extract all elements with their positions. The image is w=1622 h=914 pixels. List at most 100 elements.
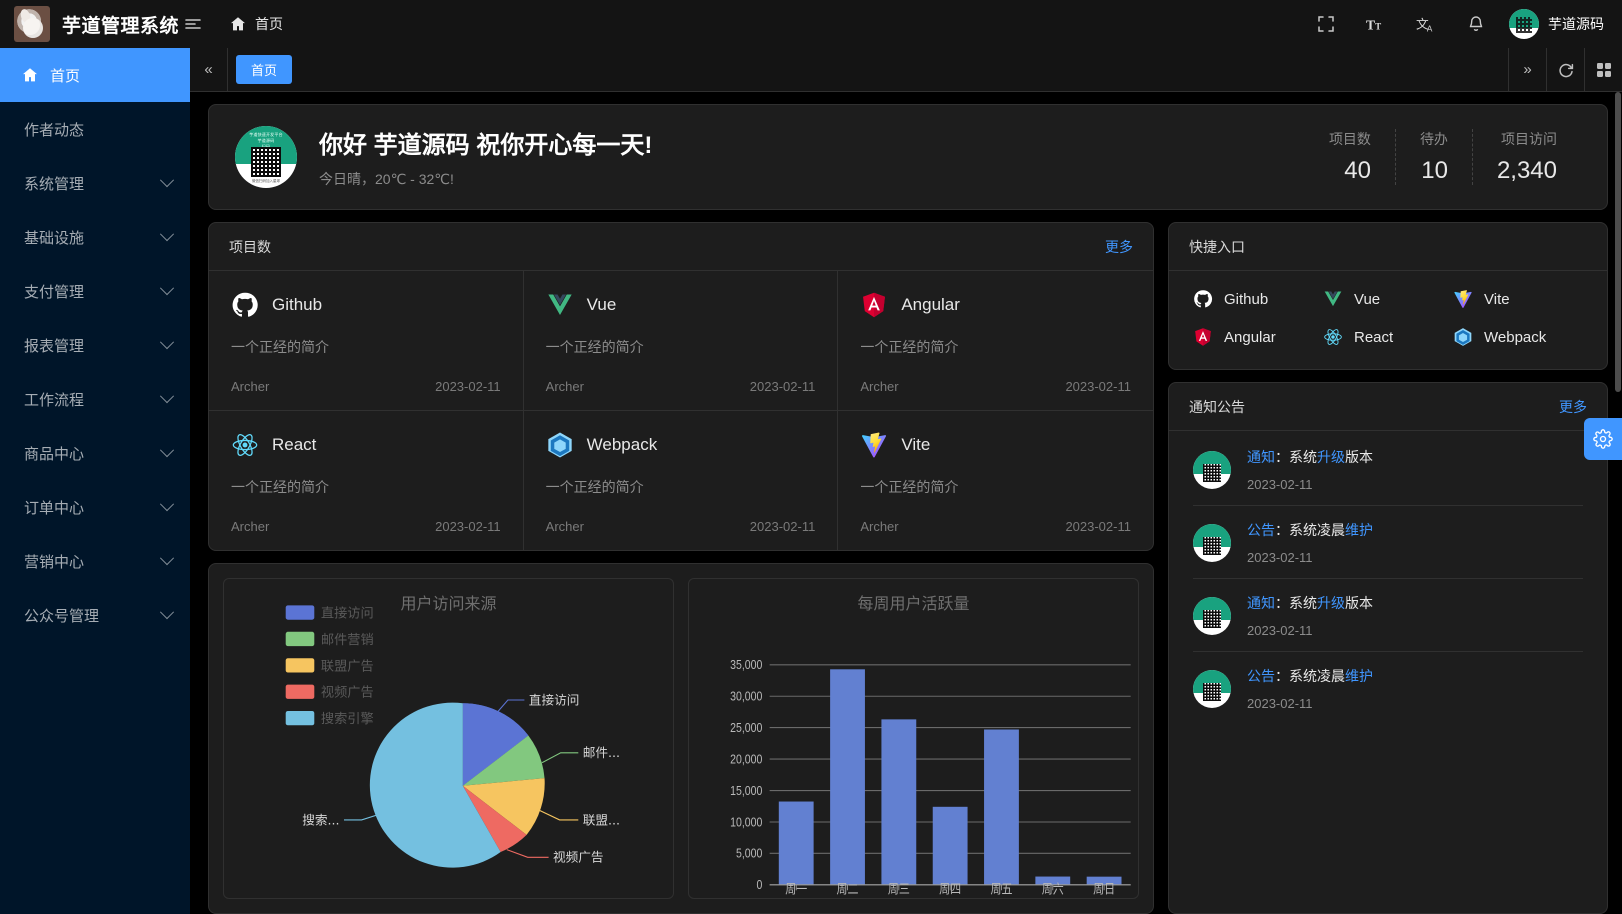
- double-chevron-left-icon[interactable]: «: [190, 48, 228, 91]
- quick-entry-webpack[interactable]: Webpack: [1453, 327, 1583, 347]
- stat-value: 10: [1421, 157, 1448, 184]
- project-card-webpack[interactable]: Webpack 一个正经的简介 Archer 2023-02-11: [524, 411, 839, 550]
- quick-entry-label: React: [1354, 328, 1394, 346]
- sidebar-item-label-order: 订单中心: [24, 499, 85, 517]
- svg-text:T: T: [1375, 21, 1381, 31]
- stat-visits: 项目访问 2,340: [1471, 129, 1581, 185]
- sidebar-item-label-mp: 公众号管理: [24, 607, 100, 625]
- projects-card: 项目数 更多 Github 一个正经的简介: [208, 222, 1154, 551]
- hamburger-icon[interactable]: [176, 7, 210, 41]
- brand-title: 芋道管理系统: [62, 15, 180, 37]
- webpack-icon: [547, 432, 572, 458]
- gear-icon: [1593, 429, 1613, 449]
- notice-avatar: [1193, 596, 1231, 635]
- bell-icon[interactable]: [1459, 7, 1493, 41]
- greeting-text: 你好 芋道源码 祝你开心每一天! 今日晴，20℃ - 32℃!: [319, 125, 1283, 189]
- quick-entry-header: 快捷入口: [1169, 223, 1607, 271]
- quick-entry-label: Github: [1224, 290, 1269, 308]
- double-chevron-right-icon[interactable]: »: [1508, 48, 1546, 91]
- xtick-label: 周三: [888, 882, 910, 897]
- greeting-title: 你好 芋道源码 祝你开心每一天!: [319, 132, 653, 159]
- sidebar-item-system[interactable]: 系统管理: [0, 156, 190, 210]
- page-scrollbar-thumb[interactable]: [1615, 92, 1621, 392]
- sidebar-item-pay[interactable]: 支付管理: [0, 264, 190, 318]
- notice-date: 2023-02-11: [1247, 477, 1313, 492]
- quick-entry-vite[interactable]: Vite: [1453, 289, 1583, 309]
- notice-title: 公告：系统凌晨维护: [1247, 520, 1373, 540]
- project-author: Archer: [231, 519, 270, 534]
- pie-slices: [369, 702, 545, 868]
- breadcrumb-home[interactable]: 首页: [220, 8, 291, 40]
- tab-home[interactable]: 首页: [236, 55, 293, 84]
- notice-item[interactable]: 通知：系统升级版本 2023-02-11: [1193, 433, 1583, 506]
- project-card-angular[interactable]: Angular 一个正经的简介 Archer 2023-02-11: [838, 271, 1153, 411]
- user-menu[interactable]: 芋道源码: [1509, 9, 1608, 39]
- sidebar-item-mp[interactable]: 公众号管理: [0, 588, 190, 642]
- quick-entry-github[interactable]: Github: [1193, 289, 1323, 309]
- projects-title: 项目数: [229, 238, 271, 255]
- project-card-vite[interactable]: Vite 一个正经的简介 Archer 2023-02-11: [838, 411, 1153, 550]
- username-label: 芋道源码: [1548, 16, 1604, 32]
- greeting-card: 芋道快速开发平台芋道源码扫码 微信扫码加入星球 你好 芋道源码 祝你开心每一天!…: [208, 104, 1608, 210]
- fullscreen-icon[interactable]: [1309, 7, 1343, 41]
- sidebar-item-home[interactable]: 首页: [0, 48, 190, 102]
- sidebar-item-label-home: 首页: [50, 67, 81, 85]
- pie-slice-affiliate: [462, 778, 545, 835]
- project-card-react[interactable]: React 一个正经的简介 Archer 2023-02-11: [209, 411, 524, 550]
- notices-more-link[interactable]: 更多: [1559, 398, 1587, 415]
- greeting-stats: 项目数 40 待办 10 项目访问 2,340: [1305, 129, 1581, 185]
- pie-legend-label: 邮件营销: [321, 632, 374, 648]
- sidebar-item-marketing[interactable]: 营销中心: [0, 534, 190, 588]
- sidebar-item-report[interactable]: 报表管理: [0, 318, 190, 372]
- chevron-down-icon: [159, 335, 175, 350]
- page-scrollbar[interactable]: [1614, 92, 1622, 914]
- quick-entry-react[interactable]: React: [1323, 327, 1453, 347]
- quick-entry-grid: Github Vue: [1169, 271, 1607, 369]
- project-desc: 一个正经的简介: [545, 339, 644, 355]
- notice-avatar: [1193, 523, 1231, 562]
- project-author: Archer: [860, 379, 899, 394]
- grid-icon[interactable]: [1584, 48, 1622, 91]
- page-content: 芋道快速开发平台芋道源码扫码 微信扫码加入星球 你好 芋道源码 祝你开心每一天!…: [190, 92, 1622, 914]
- sidebar-item-product[interactable]: 商品中心: [0, 426, 190, 480]
- sidebar-item-author[interactable]: 作者动态: [0, 102, 190, 156]
- project-card-github[interactable]: Github 一个正经的简介 Archer 2023-02-11: [209, 271, 524, 411]
- tab-scroll-area: 首页: [228, 48, 1508, 91]
- projects-more-link[interactable]: 更多: [1105, 238, 1133, 255]
- project-card-vue[interactable]: Vue 一个正经的简介 Archer 2023-02-11: [523, 271, 839, 411]
- notice-sep: ：: [1275, 522, 1289, 538]
- ytick-label: 5,000: [736, 847, 763, 861]
- settings-float-button[interactable]: [1584, 418, 1622, 460]
- sidebar-item-infra[interactable]: 基础设施: [0, 210, 190, 264]
- font-size-icon[interactable]: T T: [1359, 7, 1393, 41]
- breadcrumb-home-label: 首页: [255, 16, 283, 32]
- sidebar-item-label-marketing: 营销中心: [24, 553, 85, 571]
- quick-entry-label: Vite: [1484, 290, 1510, 308]
- notice-item[interactable]: 公告：系统凌晨维护 2023-02-11: [1193, 652, 1583, 724]
- left-column: 项目数 更多 Github 一个正经的简介: [208, 222, 1154, 914]
- projects-grid: Github 一个正经的简介 Archer 2023-02-11: [209, 271, 1153, 550]
- notice-tag: 公告: [1247, 668, 1275, 684]
- sidebar: 首页 作者动态 系统管理 基础设施 支付管理 报表管理 工作流程: [0, 48, 190, 914]
- project-name: Webpack: [586, 435, 658, 454]
- translate-icon[interactable]: 文 A: [1409, 7, 1443, 41]
- refresh-icon[interactable]: [1546, 48, 1584, 91]
- sidebar-item-workflow[interactable]: 工作流程: [0, 372, 190, 426]
- notice-title: 通知：系统升级版本: [1247, 447, 1373, 467]
- quick-entry-angular[interactable]: Angular: [1193, 327, 1323, 347]
- stat-label: 项目访问: [1501, 131, 1557, 147]
- ytick-label: 20,000: [730, 753, 763, 767]
- notice-item[interactable]: 公告：系统凌晨维护 2023-02-11: [1193, 506, 1583, 579]
- quick-entry-label: Vue: [1354, 290, 1381, 308]
- notice-item[interactable]: 通知：系统升级版本 2023-02-11: [1193, 579, 1583, 652]
- top-bar: 芋道管理系统 首页 T T: [0, 0, 1622, 48]
- bar-chart-bars: [778, 669, 1122, 885]
- quick-entry-vue[interactable]: Vue: [1323, 289, 1453, 309]
- sidebar-item-order[interactable]: 订单中心: [0, 480, 190, 534]
- brand[interactable]: 芋道管理系统: [0, 6, 180, 42]
- projects-card-header: 项目数 更多: [209, 223, 1153, 271]
- brand-logo-icon: [14, 6, 50, 42]
- bar-sun: [1086, 876, 1122, 885]
- bar-chart-xticks: [795, 884, 1105, 891]
